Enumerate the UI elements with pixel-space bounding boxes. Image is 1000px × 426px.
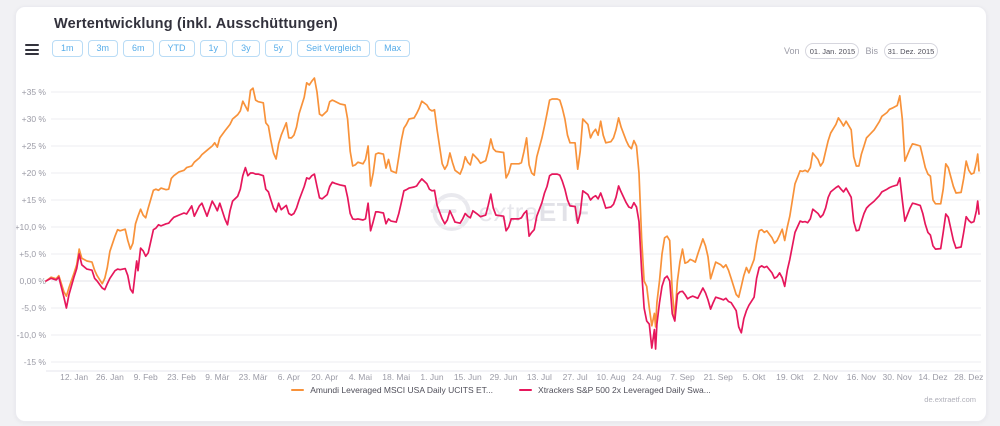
x-tick-label: 10. Aug [596,372,625,382]
site-url: de.extraetf.com [924,395,976,404]
x-tick-label: 27. Jul [563,372,588,382]
range-button-3m[interactable]: 3m [87,40,119,57]
range-button-5y[interactable]: 5y [264,40,293,57]
y-tick-label: -10,0 % [17,330,47,340]
y-tick-label: 0,00 % [20,276,47,286]
x-tick-label: 6. Apr [278,372,300,382]
x-tick-label: 9. Feb [134,372,158,382]
x-tick-label: 9. Mär [205,372,229,382]
legend-label-amundi: Amundi Leveraged MSCI USA Daily UCITS ET… [310,385,494,395]
page-title: Wertentwicklung (inkl. Ausschüttungen) [54,16,338,32]
legend-item-xtrackers[interactable]: Xtrackers S&P 500 2x Leveraged Daily Swa… [519,385,711,395]
x-tick-label: 13. Jul [527,372,552,382]
x-tick-label: 21. Sep [704,372,734,382]
x-tick-label: 2. Nov [813,372,838,382]
date-range-controls: Von Bis [784,43,938,59]
y-tick-label: +30 % [22,114,47,124]
y-tick-label: -15 % [24,357,47,367]
series-line-1 [45,166,980,350]
performance-chart[interactable]: +35 % +30 % +25 % +20 % +15 % +10,0 % +5,0 % 0,… [16,7,986,421]
y-tick-label: +20 % [22,168,47,178]
performance-card: Wertentwicklung (inkl. Ausschüttungen) 1… [15,6,987,422]
x-tick-label: 4. Mai [349,372,372,382]
y-tick-label: +35 % [22,87,47,97]
x-tick-label: 29. Jun [490,372,518,382]
x-tick-label: 24. Aug [632,372,661,382]
range-button-group: 1m 3m 6m YTD 1y 3y 5y Seit Vergleich Max [52,40,411,57]
range-button-seit-vergleich[interactable]: Seit Vergleich [297,40,371,57]
y-tick-label: +15 % [22,195,47,205]
x-tick-label: 18. Mai [382,372,410,382]
x-tick-label: 19. Okt [776,372,804,382]
menu-icon[interactable] [25,44,39,55]
range-button-3y[interactable]: 3y [232,40,260,57]
chart-legend: Amundi Leveraged MSCI USA Daily UCITS ET… [16,385,986,395]
legend-label-xtrackers: Xtrackers S&P 500 2x Leveraged Daily Swa… [538,385,711,395]
y-tick-label: +5,0 % [19,249,46,259]
x-tick-label: 20. Apr [311,372,338,382]
legend-marker-red [519,389,533,391]
extraetf-logo-icon [430,193,471,231]
y-tick-label: +10,0 % [16,222,46,232]
x-tick-label: 7. Sep [670,372,695,382]
x-tick-label: 23. Feb [167,372,196,382]
date-to-input[interactable] [884,43,938,59]
von-label: Von [783,46,800,56]
bis-label: Bis [865,46,878,56]
date-from-input[interactable] [805,43,860,59]
x-tick-label: 5. Okt [743,372,766,382]
x-tick-label: 26. Jan [96,372,124,382]
x-tick-label: 14. Dez [918,372,947,382]
x-tick-label: 15. Jun [454,372,482,382]
x-tick-label: 30. Nov [883,372,913,382]
legend-marker-orange [291,389,305,391]
range-button-1m[interactable]: 1m [52,40,83,57]
x-tick-label: 16. Nov [847,372,877,382]
series-line-0 [45,77,980,328]
range-button-ytd[interactable]: YTD [158,40,195,57]
range-button-max[interactable]: Max [375,40,411,57]
y-tick-label: +25 % [22,141,47,151]
range-button-6m[interactable]: 6m [123,40,154,57]
x-tick-label: 12. Jan [60,372,88,382]
x-tick-label: 28. Dez [954,372,983,382]
x-tick-label: 1. Jun [420,372,443,382]
legend-item-amundi[interactable]: Amundi Leveraged MSCI USA Daily UCITS ET… [291,385,493,395]
y-tick-label: -5,0 % [21,303,46,313]
x-tick-label: 23. Mär [239,372,268,382]
range-button-1y[interactable]: 1y [199,40,228,57]
